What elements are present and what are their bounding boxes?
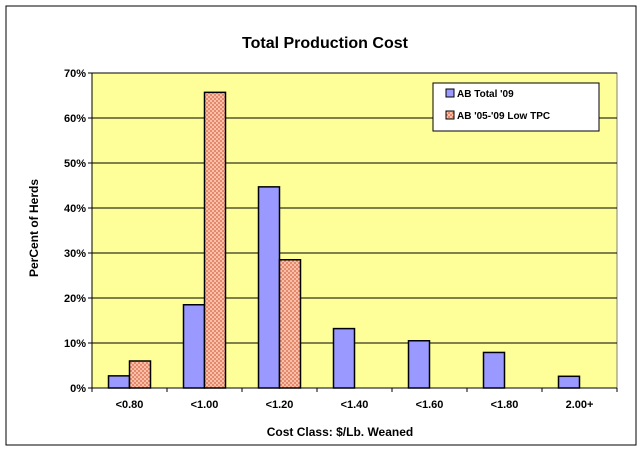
y-tick-label: 30% xyxy=(64,248,86,260)
bars xyxy=(107,91,581,389)
legend-label: AB '05-'09 Low TPC xyxy=(457,111,550,122)
y-tick-label: 40% xyxy=(64,203,86,215)
bar-ab-total-09 xyxy=(107,375,131,389)
y-tick-label: 50% xyxy=(64,158,86,170)
bar-ab-05-09-low-tpc xyxy=(128,360,152,389)
y-tick-label: 0% xyxy=(70,383,86,395)
bar-ab-05-09-low-tpc xyxy=(203,91,227,389)
legend-swatch xyxy=(445,88,455,98)
bar-ab-total-09 xyxy=(182,304,206,389)
y-tick-label: 10% xyxy=(64,338,86,350)
x-tick-label: <1.40 xyxy=(341,399,369,411)
y-tick-label: 20% xyxy=(64,293,86,305)
bar-ab-total-09 xyxy=(557,375,581,389)
y-tick-label: 70% xyxy=(64,68,86,80)
bar-ab-05-09-low-tpc xyxy=(278,259,302,389)
y-axis-title: PerCent of Herds xyxy=(27,179,41,277)
bar-ab-total-09 xyxy=(407,340,431,389)
legend-swatch xyxy=(445,110,455,120)
y-axis-ticks: 0% 10% 20% 30% 40% 50% 60% 70% xyxy=(64,68,617,395)
x-tick-label: <0.80 xyxy=(116,399,144,411)
legend-label: AB Total '09 xyxy=(457,89,514,100)
x-axis-title: Cost Class: $/Lb. Weaned xyxy=(267,425,413,439)
x-tick-label: <1.80 xyxy=(491,399,519,411)
gridlines xyxy=(92,72,617,344)
x-tick-label: 2.00+ xyxy=(566,399,594,411)
x-axis-ticks: <0.80 <1.00 <1.20 <1.40 <1.60 <1.80 2.00+ xyxy=(91,388,618,411)
chart-title: Total Production Cost xyxy=(242,35,409,52)
legend-box xyxy=(432,82,600,132)
bar-ab-total-09 xyxy=(332,327,356,389)
y-tick-label: 60% xyxy=(64,113,86,125)
x-tick-label: <1.00 xyxy=(191,399,219,411)
bar-ab-total-09 xyxy=(482,351,506,389)
x-tick-label: <1.20 xyxy=(266,399,294,411)
x-tick-label: <1.60 xyxy=(416,399,444,411)
legend: AB Total '09 AB '05-'09 Low TPC xyxy=(432,82,600,132)
bar-ab-total-09 xyxy=(257,186,281,389)
